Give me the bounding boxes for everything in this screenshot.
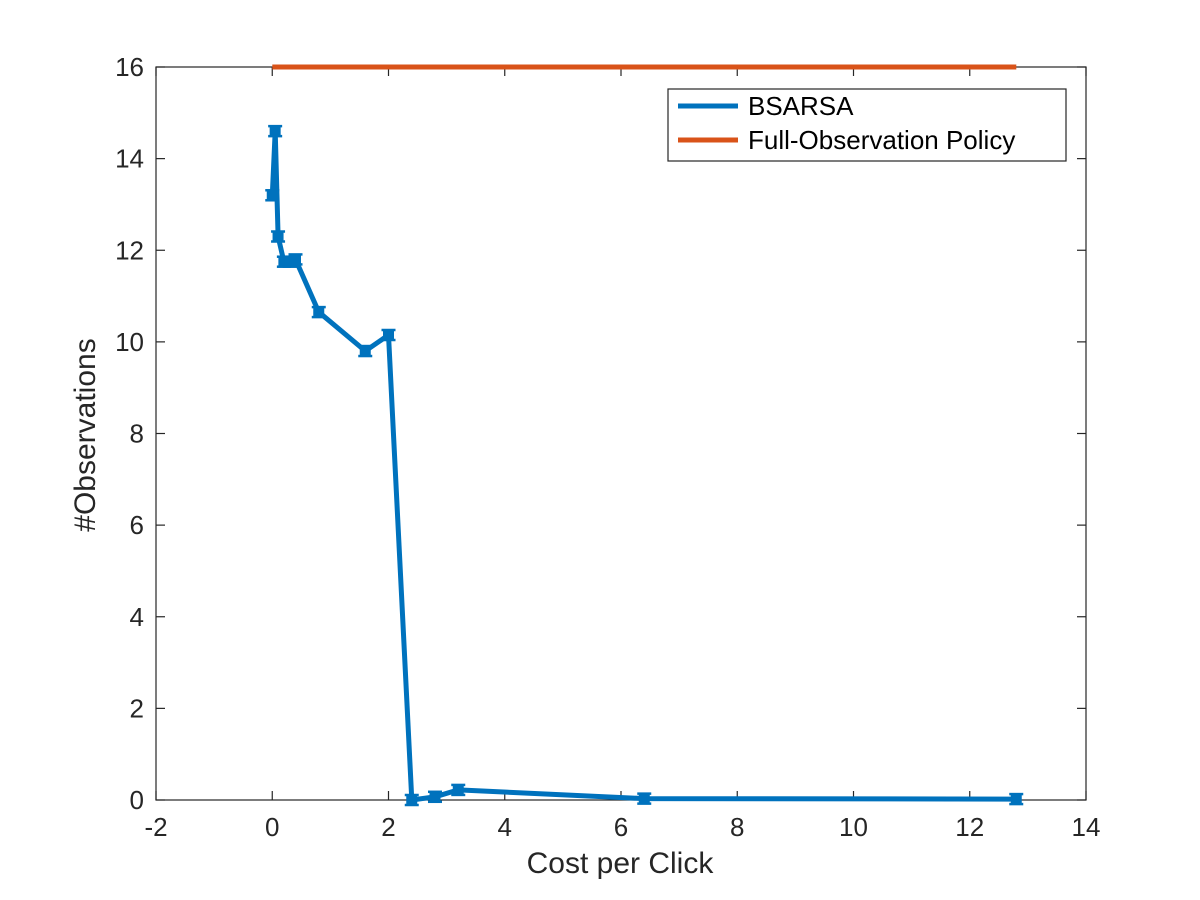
series-layer xyxy=(265,64,1024,807)
y-tick-label: 16 xyxy=(115,52,144,82)
x-tick-label: 2 xyxy=(381,812,395,842)
axes-box xyxy=(155,66,1087,801)
data-point xyxy=(290,253,301,265)
x-tick-label: 12 xyxy=(955,812,984,842)
y-tick-label: 2 xyxy=(130,693,144,723)
data-point xyxy=(278,256,290,268)
y-tick-label: 4 xyxy=(130,602,144,632)
y-tick-label: 8 xyxy=(130,419,144,449)
data-point xyxy=(272,231,284,243)
axes-frame xyxy=(155,66,1087,801)
legend-box xyxy=(667,88,1067,162)
y-tick-label: 14 xyxy=(115,144,144,174)
data-point xyxy=(429,791,441,803)
data-point xyxy=(383,329,394,341)
x-tick-label: 14 xyxy=(1072,812,1101,842)
y-tick-label: 0 xyxy=(130,785,144,815)
data-point xyxy=(1010,793,1022,805)
data-point xyxy=(266,189,278,201)
x-tick-label: 0 xyxy=(265,812,279,842)
x-tick-label: 4 xyxy=(498,812,512,842)
data-point xyxy=(313,306,325,318)
data-point xyxy=(638,793,650,805)
y-tick-label: 10 xyxy=(115,327,144,357)
x-axis-label: Cost per Click xyxy=(527,847,715,880)
data-point xyxy=(269,125,281,137)
legend-entry-bsarsa: BSARSA xyxy=(748,91,854,121)
y-axis-label: #Observations xyxy=(69,338,102,531)
x-tick-label: 8 xyxy=(730,812,744,842)
x-tick-label: -2 xyxy=(144,812,167,842)
data-point xyxy=(406,794,418,806)
data-point xyxy=(452,784,464,796)
x-tick-label: 10 xyxy=(839,812,868,842)
y-tick-label: 12 xyxy=(115,235,144,265)
data-point xyxy=(359,345,371,357)
data-point xyxy=(284,256,296,268)
legend: BSARSA Full-Observation Policy xyxy=(667,88,1067,162)
y-tick-label: 6 xyxy=(130,510,144,540)
legend-entry-full-observation-policy: Full-Observation Policy xyxy=(748,125,1015,155)
x-tick-label: 6 xyxy=(614,812,628,842)
